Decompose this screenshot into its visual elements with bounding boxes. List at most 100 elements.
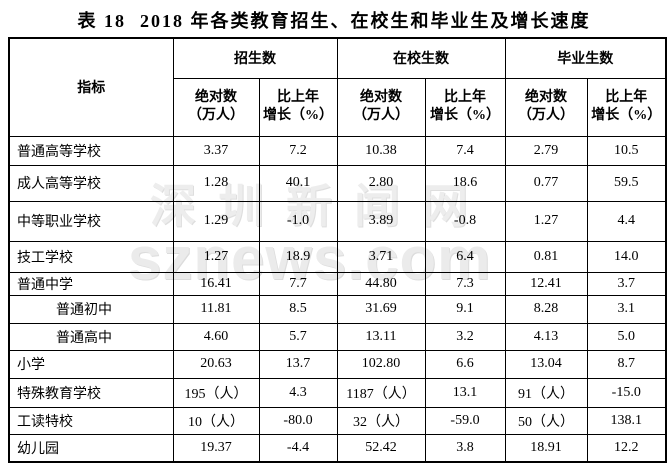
table-row: 普通中学 16.41 7.7 44.80 7.3 12.41 3.7 <box>8 271 667 296</box>
row-label: 普通初中 <box>8 294 174 324</box>
subheader-line: （万人） <box>518 108 574 123</box>
value-cell: 50（人） <box>504 406 588 435</box>
value-cell: 5.7 <box>258 322 338 351</box>
value-cell: 6.6 <box>424 349 506 379</box>
table-row: 普通高中 4.60 5.7 13.11 3.2 4.13 5.0 <box>8 322 667 351</box>
value-cell: 1.27 <box>172 240 260 273</box>
table-row: 特殊教育学校 195（人） 4.3 1187（人） 13.1 91（人） -15.0 <box>8 377 667 408</box>
subheader-line: （万人） <box>188 108 244 123</box>
subheader-line: 增长（%） <box>430 108 500 123</box>
value-cell: 3.1 <box>586 294 667 324</box>
value-cell: 8.5 <box>258 294 338 324</box>
subheader-students-absolute: 绝对数 （万人） <box>336 77 426 137</box>
subheader-enrollment-growth: 比上年 增长（%） <box>258 77 338 137</box>
table-title-text: 2018 年各类教育招生、在校生和毕业生及增长速度 <box>140 11 591 31</box>
row-label: 技工学校 <box>8 240 174 273</box>
value-cell: 3.37 <box>172 135 260 166</box>
value-cell: 13.7 <box>258 349 338 379</box>
table-row: 幼儿园 19.37 -4.4 52.42 3.8 18.91 12.2 <box>8 433 667 463</box>
subheader-line: （万人） <box>353 108 409 123</box>
value-cell: 3.71 <box>336 240 426 273</box>
value-cell: 44.80 <box>336 271 426 296</box>
value-cell: 8.7 <box>586 349 667 379</box>
value-cell: 13.04 <box>504 349 588 379</box>
value-cell: 6.4 <box>424 240 506 273</box>
row-label: 中等职业学校 <box>8 200 174 242</box>
value-cell: 2.80 <box>336 164 426 202</box>
value-cell: 3.8 <box>424 433 506 463</box>
table-row: 普通高等学校 3.37 7.2 10.38 7.4 2.79 10.5 <box>8 135 667 166</box>
value-cell: 13.11 <box>336 322 426 351</box>
value-cell: 7.7 <box>258 271 338 296</box>
value-cell: 8.28 <box>504 294 588 324</box>
value-cell: 4.13 <box>504 322 588 351</box>
value-cell: -59.0 <box>424 406 506 435</box>
education-stats-table: 指标 招生数 在校生数 毕业生数 绝对数 （万人） 比上年 增长（%） 绝对数 … <box>8 37 667 463</box>
table-row: 小学 20.63 13.7 102.80 6.6 13.04 8.7 <box>8 349 667 379</box>
value-cell: 20.63 <box>172 349 260 379</box>
value-cell: 138.1 <box>586 406 667 435</box>
table-row: 普通初中 11.81 8.5 31.69 9.1 8.28 3.1 <box>8 294 667 324</box>
table-row: 技工学校 1.27 18.9 3.71 6.4 0.81 14.0 <box>8 240 667 273</box>
row-label: 小学 <box>8 349 174 379</box>
value-cell: 1.27 <box>504 200 588 242</box>
value-cell: -15.0 <box>586 377 667 408</box>
value-cell: 10（人） <box>172 406 260 435</box>
row-label: 成人高等学校 <box>8 164 174 202</box>
subheader-enrollment-absolute: 绝对数 （万人） <box>172 77 260 137</box>
row-label: 普通高等学校 <box>8 135 174 166</box>
value-cell: 4.4 <box>586 200 667 242</box>
row-label: 工读特校 <box>8 406 174 435</box>
value-cell: 32（人） <box>336 406 426 435</box>
value-cell: 31.69 <box>336 294 426 324</box>
value-cell: 11.81 <box>172 294 260 324</box>
value-cell: 2.79 <box>504 135 588 166</box>
header-sub-row: 绝对数 （万人） 比上年 增长（%） 绝对数 （万人） 比上年 增长（%） 绝对… <box>9 77 667 137</box>
column-group-graduates: 毕业生数 <box>504 37 667 79</box>
value-cell: 3.89 <box>336 200 426 242</box>
column-group-students: 在校生数 <box>336 37 506 79</box>
value-cell: 10.38 <box>336 135 426 166</box>
table-header: 指标 招生数 在校生数 毕业生数 绝对数 （万人） 比上年 增长（%） 绝对数 … <box>8 37 667 137</box>
header-group-row: 指标 招生数 在校生数 毕业生数 <box>8 37 667 137</box>
subheader-line: 比上年 <box>605 90 648 105</box>
table-row: 成人高等学校 1.28 40.1 2.80 18.6 0.77 59.5 <box>8 164 667 202</box>
value-cell: -80.0 <box>258 406 338 435</box>
value-cell: 19.37 <box>172 433 260 463</box>
subheader-line: 增长（%） <box>263 108 333 123</box>
subheader-line: 增长（%） <box>591 108 662 123</box>
value-cell: 52.42 <box>336 433 426 463</box>
table-title: 表 18 2018 年各类教育招生、在校生和毕业生及增长速度 <box>0 7 668 33</box>
value-cell: -1.0 <box>258 200 338 242</box>
value-cell: 0.81 <box>504 240 588 273</box>
value-cell: 4.60 <box>172 322 260 351</box>
column-group-enrollment: 招生数 <box>172 37 338 79</box>
subheader-line: 比上年 <box>277 90 319 105</box>
subheader-line: 绝对数 <box>195 90 237 105</box>
value-cell: 3.2 <box>424 322 506 351</box>
value-cell: 7.3 <box>424 271 506 296</box>
table-row: 工读特校 10（人） -80.0 32（人） -59.0 50（人） 138.1 <box>8 406 667 435</box>
subheader-students-growth: 比上年 增长（%） <box>424 77 506 137</box>
value-cell: -4.4 <box>258 433 338 463</box>
value-cell: 1.29 <box>172 200 260 242</box>
table-row: 中等职业学校 1.29 -1.0 3.89 -0.8 1.27 4.4 <box>8 200 667 242</box>
value-cell: 4.3 <box>258 377 338 408</box>
row-label: 幼儿园 <box>8 433 174 463</box>
value-cell: 18.9 <box>258 240 338 273</box>
row-label: 特殊教育学校 <box>8 377 174 408</box>
value-cell: 195（人） <box>172 377 260 408</box>
value-cell: -0.8 <box>424 200 506 242</box>
value-cell: 12.41 <box>504 271 588 296</box>
value-cell: 102.80 <box>336 349 426 379</box>
value-cell: 3.7 <box>586 271 667 296</box>
value-cell: 9.1 <box>424 294 506 324</box>
value-cell: 10.5 <box>586 135 667 166</box>
table-number-label: 表 18 <box>77 11 126 31</box>
subheader-line: 绝对数 <box>525 90 567 105</box>
value-cell: 1.28 <box>172 164 260 202</box>
column-header-indicator: 指标 <box>8 37 174 137</box>
subheader-line: 比上年 <box>444 90 486 105</box>
subheader-line: 绝对数 <box>360 90 402 105</box>
